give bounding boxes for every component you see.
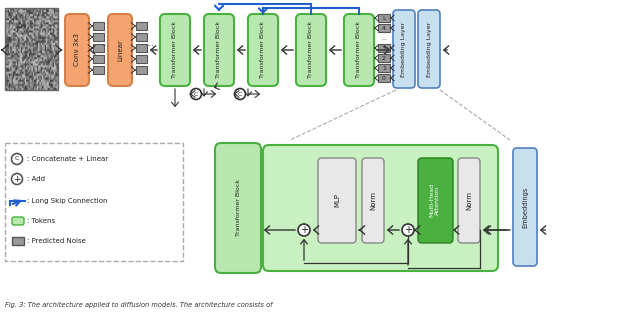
Text: Linear: Linear	[117, 39, 123, 61]
FancyBboxPatch shape	[12, 217, 24, 225]
Circle shape	[12, 173, 22, 184]
Text: 4: 4	[382, 26, 386, 31]
Bar	[378, 14, 390, 22]
Bar	[378, 64, 390, 72]
Text: Transformer Block: Transformer Block	[308, 22, 314, 79]
FancyBboxPatch shape	[418, 158, 453, 243]
Text: : Predicted Noise: : Predicted Noise	[27, 238, 86, 244]
Text: C: C	[238, 91, 242, 96]
Text: ...: ...	[101, 40, 109, 48]
Text: 2: 2	[382, 56, 386, 61]
Text: MLP: MLP	[334, 193, 340, 207]
Text: Embeddings: Embeddings	[522, 186, 528, 228]
Text: Fig. 3: The architecture applied to diffusion models. The architecture consists : Fig. 3: The architecture applied to diff…	[5, 302, 273, 308]
Circle shape	[402, 224, 414, 236]
FancyBboxPatch shape	[418, 10, 440, 88]
Bar	[378, 54, 390, 62]
Circle shape	[298, 224, 310, 236]
Bar	[378, 44, 390, 52]
Text: 0: 0	[382, 76, 386, 80]
Text: C: C	[15, 157, 19, 162]
Text: Transformer Block: Transformer Block	[356, 22, 362, 79]
Text: Transformer Block: Transformer Block	[216, 22, 221, 79]
Text: Transformer Block: Transformer Block	[236, 179, 241, 236]
FancyBboxPatch shape	[362, 158, 384, 243]
Bar	[136, 22, 147, 30]
FancyBboxPatch shape	[65, 14, 89, 86]
Text: Multi-Head
Attention: Multi-Head Attention	[429, 183, 440, 217]
Text: Transformer Block: Transformer Block	[173, 22, 177, 79]
Text: ...: ...	[381, 36, 387, 41]
Text: Conv 3x3: Conv 3x3	[74, 33, 80, 66]
FancyBboxPatch shape	[204, 14, 234, 86]
Text: : Add: : Add	[27, 176, 45, 182]
FancyBboxPatch shape	[458, 158, 480, 243]
Text: Norm: Norm	[370, 191, 376, 209]
FancyBboxPatch shape	[513, 148, 537, 266]
Text: : Concatenate + Linear: : Concatenate + Linear	[27, 156, 108, 162]
Bar	[136, 33, 147, 41]
FancyBboxPatch shape	[296, 14, 326, 86]
Bar	[93, 55, 104, 63]
Text: Transformer Block: Transformer Block	[260, 22, 266, 79]
Text: 1: 1	[382, 66, 386, 71]
FancyBboxPatch shape	[160, 14, 190, 86]
FancyBboxPatch shape	[263, 145, 498, 271]
Bar	[93, 33, 104, 41]
Text: +: +	[13, 174, 20, 183]
Text: +: +	[404, 225, 412, 235]
Text: Embedding Layer: Embedding Layer	[401, 22, 406, 77]
Bar	[378, 74, 390, 82]
Bar	[93, 44, 104, 52]
Bar	[93, 66, 104, 74]
Bar	[378, 24, 390, 32]
Bar	[136, 66, 147, 74]
Text: Norm: Norm	[466, 191, 472, 209]
Text: Embedding Layer: Embedding Layer	[426, 22, 431, 77]
Bar	[5, 8, 58, 90]
Text: C: C	[194, 91, 198, 96]
Bar	[136, 55, 147, 63]
Circle shape	[191, 89, 202, 100]
Text: : Long Skip Connection: : Long Skip Connection	[27, 198, 108, 204]
Text: 3: 3	[382, 46, 386, 51]
Bar	[93, 22, 104, 30]
Bar	[12, 237, 24, 245]
FancyBboxPatch shape	[215, 143, 261, 273]
FancyBboxPatch shape	[248, 14, 278, 86]
Text: : Tokens: : Tokens	[27, 218, 55, 224]
FancyBboxPatch shape	[318, 158, 356, 243]
FancyBboxPatch shape	[108, 14, 132, 86]
FancyBboxPatch shape	[344, 14, 374, 86]
FancyBboxPatch shape	[393, 10, 415, 88]
Circle shape	[12, 154, 22, 164]
Circle shape	[234, 89, 246, 100]
Bar	[5, 143, 183, 261]
Bar	[136, 44, 147, 52]
Text: L: L	[382, 16, 386, 21]
Text: ...: ...	[146, 40, 154, 48]
Text: +: +	[300, 225, 308, 235]
